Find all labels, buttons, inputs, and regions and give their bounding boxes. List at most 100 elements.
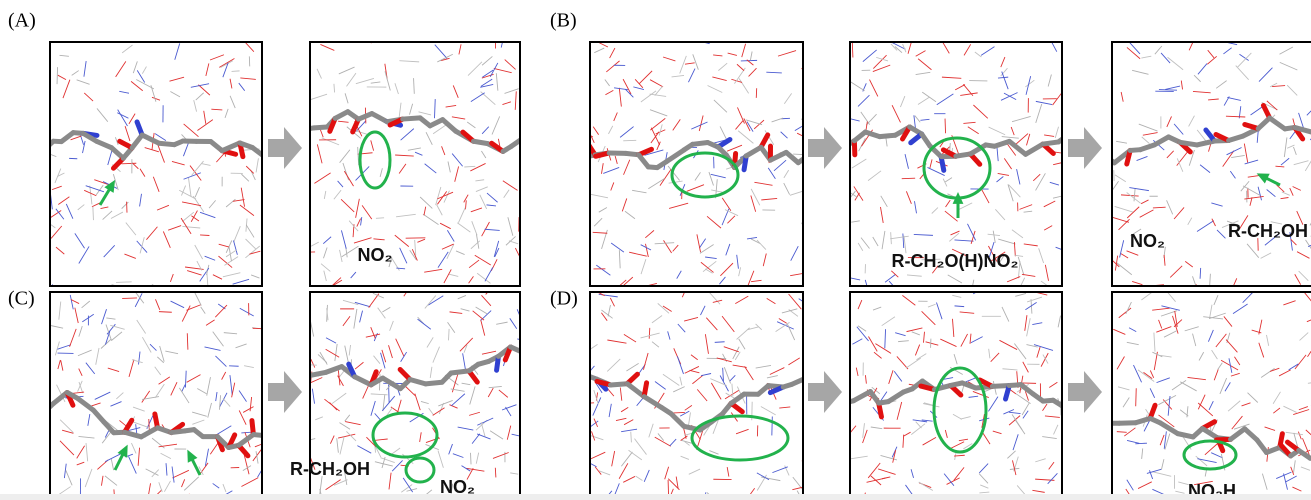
solvent-bond: [1215, 80, 1227, 89]
solvent-bond: [790, 272, 803, 277]
solvent-bond: [963, 443, 973, 450]
solvent-bond: [873, 54, 887, 69]
solvent-bond: [165, 350, 179, 355]
cellulose-bond: [122, 429, 144, 440]
cellulose-bond: [310, 372, 312, 378]
solvent-bond: [337, 375, 344, 387]
solvent-bond: [618, 250, 621, 269]
solvent-bond: [155, 299, 161, 310]
cellulose-bond: [249, 144, 262, 158]
solvent-bond: [119, 90, 130, 94]
cellulose-bond: [50, 138, 56, 148]
frame: [849, 291, 1063, 500]
solvent-bond: [373, 355, 381, 364]
solvent-bond: [970, 336, 983, 344]
molecule-view: [1112, 42, 1311, 286]
solvent-bond: [854, 192, 860, 201]
solvent-bond: [614, 155, 618, 164]
solvent-bond: [506, 425, 512, 440]
solvent-bond: [753, 119, 765, 130]
solvent-bond: [1281, 191, 1290, 196]
solvent-bond: [974, 51, 982, 58]
solvent-bond: [1112, 180, 1119, 192]
solvent-bond: [1132, 281, 1143, 286]
solvent-bond: [1186, 406, 1189, 418]
solvent-bond: [1130, 228, 1142, 236]
solvent-bond: [698, 115, 704, 132]
solvent-bond: [923, 331, 925, 343]
solvent-bond: [952, 318, 955, 337]
solvent-bond: [1225, 115, 1246, 118]
solvent-bond: [706, 215, 722, 229]
solvent-bond: [432, 124, 447, 135]
annotation: R-CH₂O(H)NO₂: [892, 251, 1019, 271]
solvent-bond: [979, 491, 990, 494]
solvent-bond: [1293, 409, 1310, 415]
cellulose-bond: [1254, 437, 1270, 456]
solvent-bond: [696, 389, 708, 402]
solvent-bond: [721, 197, 732, 211]
solvent-bond: [972, 279, 975, 286]
solvent-bond: [1052, 91, 1062, 106]
solvent-bond: [704, 268, 713, 274]
cellulose-bond: [369, 111, 390, 125]
solvent-bond: [315, 416, 324, 421]
solvent-bond: [1007, 184, 1014, 202]
solvent-bond: [449, 311, 463, 314]
highlight: [358, 130, 392, 190]
cellulose-bond: [1090, 127, 1102, 128]
solvent-bond: [407, 147, 421, 151]
solvent-bond: [346, 72, 357, 87]
solvent-bond: [218, 255, 233, 268]
solvent-bond: [1279, 46, 1294, 55]
solvent-bond: [448, 273, 459, 277]
solvent-bond: [504, 88, 519, 94]
solvent-bond: [1125, 301, 1132, 315]
solvent-bond: [1000, 67, 1008, 77]
solvent-bond: [502, 180, 518, 191]
solvent-bond: [434, 44, 448, 59]
solvent-bond: [498, 389, 509, 398]
solvent-bond: [342, 299, 359, 306]
solvent-bond: [212, 483, 220, 489]
solvent-bond: [1139, 209, 1154, 218]
solvent-bond: [158, 376, 171, 385]
pointer-head: [952, 192, 964, 204]
solvent-bond: [892, 450, 897, 463]
molecule-view: [590, 292, 803, 500]
solvent-bond: [902, 294, 916, 306]
solvent-bond: [1188, 149, 1195, 166]
solvent-bond: [245, 245, 261, 259]
solvent-bond: [1286, 84, 1298, 96]
cellulose-bond: [108, 145, 126, 161]
solvent-bond: [476, 272, 491, 284]
solvent-bond: [1025, 79, 1035, 88]
solvent-bond: [470, 92, 485, 103]
solvent-bond: [916, 353, 927, 361]
solvent-bond: [324, 398, 340, 412]
solvent-bond: [451, 116, 466, 120]
cellulose-bond: [138, 425, 161, 440]
solvent-bond: [1163, 431, 1167, 449]
solvent-bond: [447, 321, 456, 334]
solvent-bond: [233, 240, 238, 255]
solvent-bond: [783, 93, 792, 104]
solvent-bond: [436, 204, 443, 216]
solvent-bond: [737, 107, 745, 124]
solvent-bond: [355, 198, 360, 218]
solvent-bond: [188, 177, 192, 197]
solvent-bond: [350, 271, 357, 279]
solvent-bond: [139, 168, 146, 177]
cellulose-bond: [313, 168, 326, 170]
solvent-bond: [151, 96, 161, 101]
solvent-bond: [601, 309, 613, 319]
solvent-bond: [881, 316, 896, 327]
solvent-bond: [958, 202, 973, 211]
solvent-bond: [417, 318, 432, 330]
solvent-bond: [240, 187, 245, 207]
solvent-bond: [891, 104, 901, 123]
solvent-bond: [756, 472, 770, 481]
solvent-bond: [691, 121, 708, 130]
solvent-bond: [766, 71, 782, 74]
solvent-bond: [463, 344, 468, 353]
